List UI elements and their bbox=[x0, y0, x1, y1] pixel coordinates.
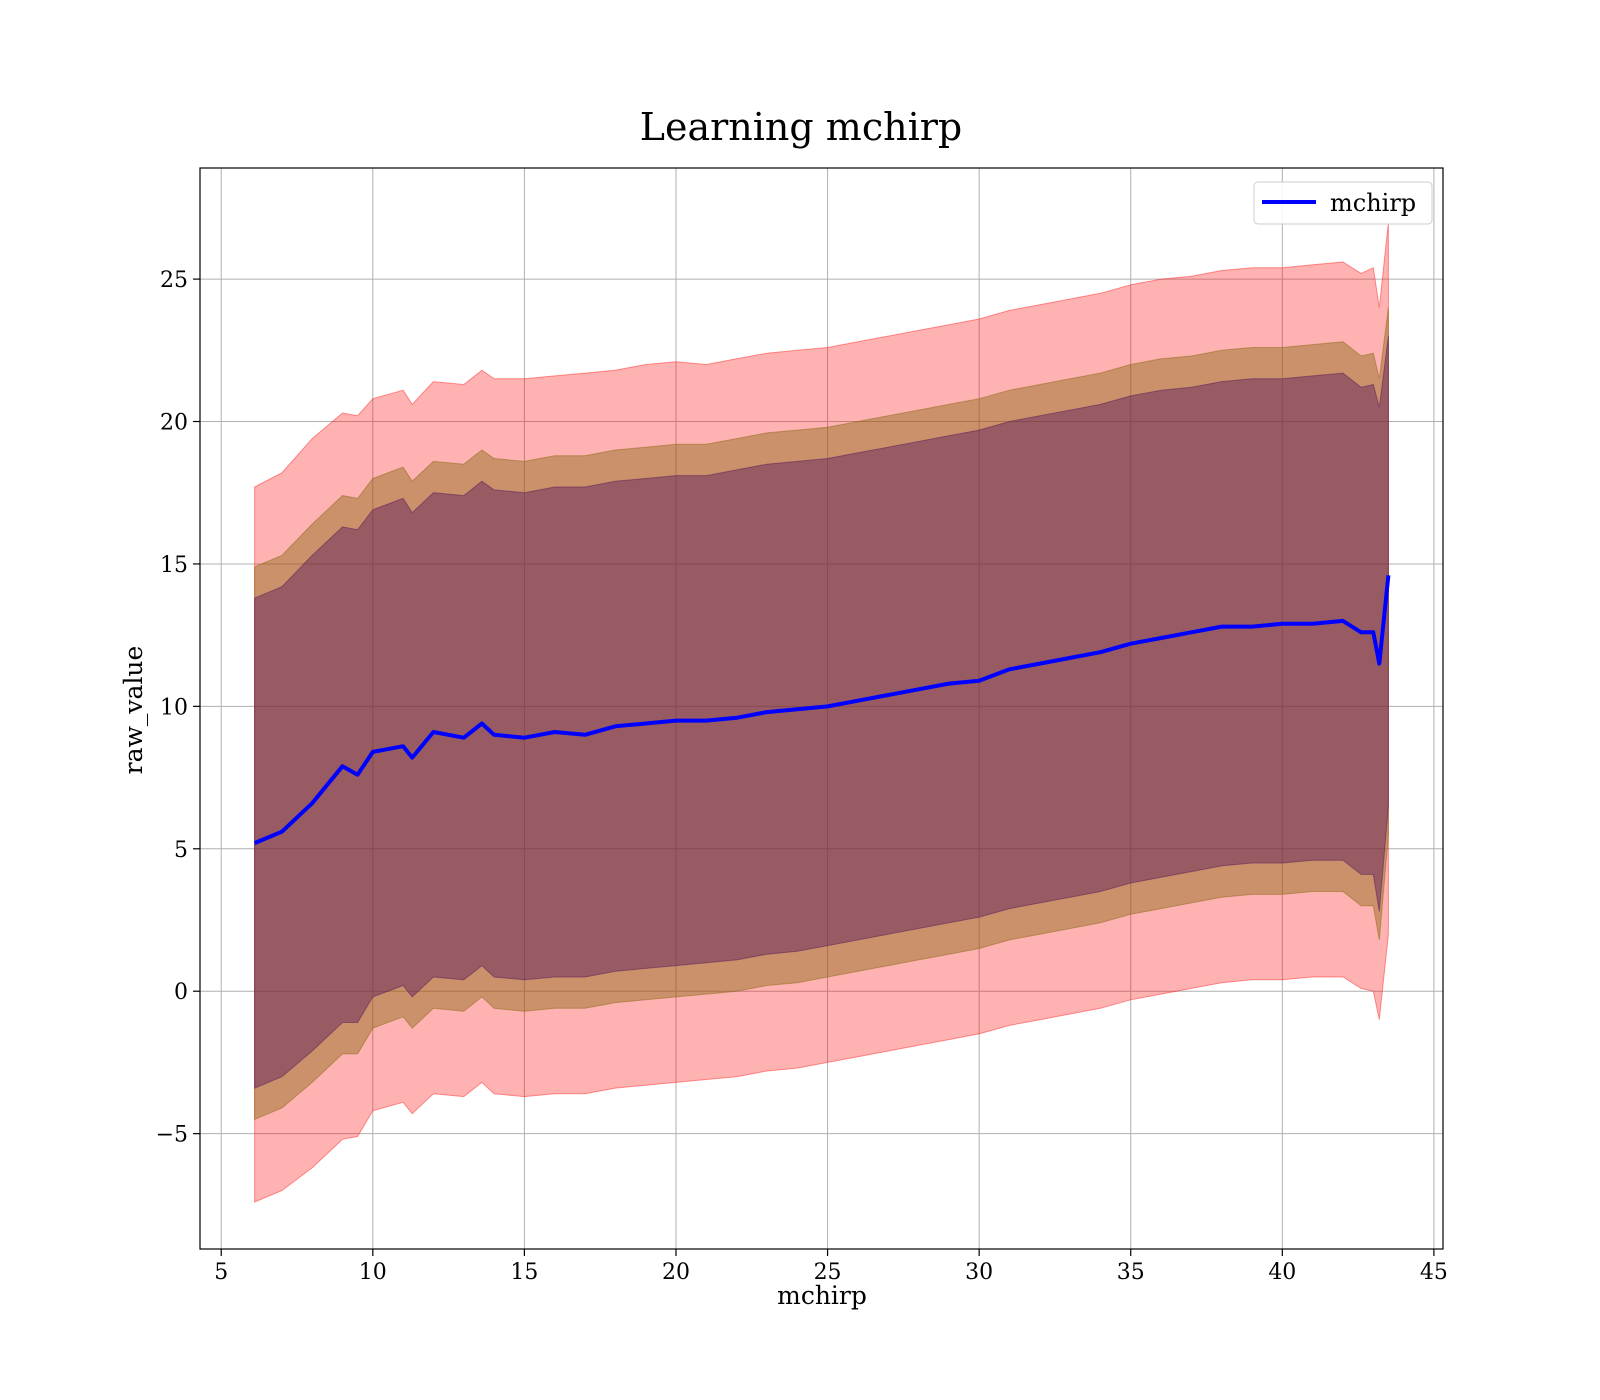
axes-frame bbox=[199, 167, 1444, 1250]
series-line-mchirp bbox=[253, 575, 1391, 845]
y-tick-label: −5 bbox=[156, 1123, 188, 1148]
y-tick-label: 20 bbox=[160, 411, 188, 436]
x-tick-label: 10 bbox=[359, 1260, 387, 1285]
plot-area bbox=[199, 167, 1444, 1250]
y-axis-ticks: −5 0 5 10 15 20 25 bbox=[156, 268, 200, 1148]
x-tick-label: 5 bbox=[214, 1260, 228, 1285]
x-tick-label: 40 bbox=[1268, 1260, 1296, 1285]
band-middle bbox=[254, 307, 1389, 1121]
y-tick-label: 5 bbox=[174, 838, 188, 863]
y-axis-label: raw_value bbox=[119, 646, 148, 775]
y-tick-label: 25 bbox=[160, 268, 188, 293]
x-tick-label: 20 bbox=[662, 1260, 690, 1285]
legend-label: mchirp bbox=[1330, 189, 1416, 217]
y-tick-label: 10 bbox=[160, 695, 188, 720]
x-axis-label: mchirp bbox=[777, 1281, 867, 1310]
band-inner bbox=[254, 336, 1389, 1089]
y-tick-label: 15 bbox=[160, 553, 188, 578]
x-tick-label: 25 bbox=[814, 1260, 842, 1285]
band-outer bbox=[254, 222, 1389, 1203]
x-tick-label: 15 bbox=[510, 1260, 538, 1285]
legend-box bbox=[1253, 181, 1433, 225]
grid bbox=[200, 168, 1443, 1249]
legend: mchirp bbox=[1253, 181, 1433, 225]
series-lines bbox=[253, 575, 1391, 845]
x-axis-ticks: 5 10 15 20 25 30 35 40 45 bbox=[214, 1249, 1448, 1285]
x-tick-label: 30 bbox=[965, 1260, 993, 1285]
chart-title: Learning mchirp bbox=[640, 105, 962, 149]
x-tick-label: 45 bbox=[1420, 1260, 1448, 1285]
y-tick-label: 0 bbox=[174, 980, 188, 1005]
confidence-bands bbox=[254, 222, 1389, 1203]
x-tick-label: 35 bbox=[1117, 1260, 1145, 1285]
